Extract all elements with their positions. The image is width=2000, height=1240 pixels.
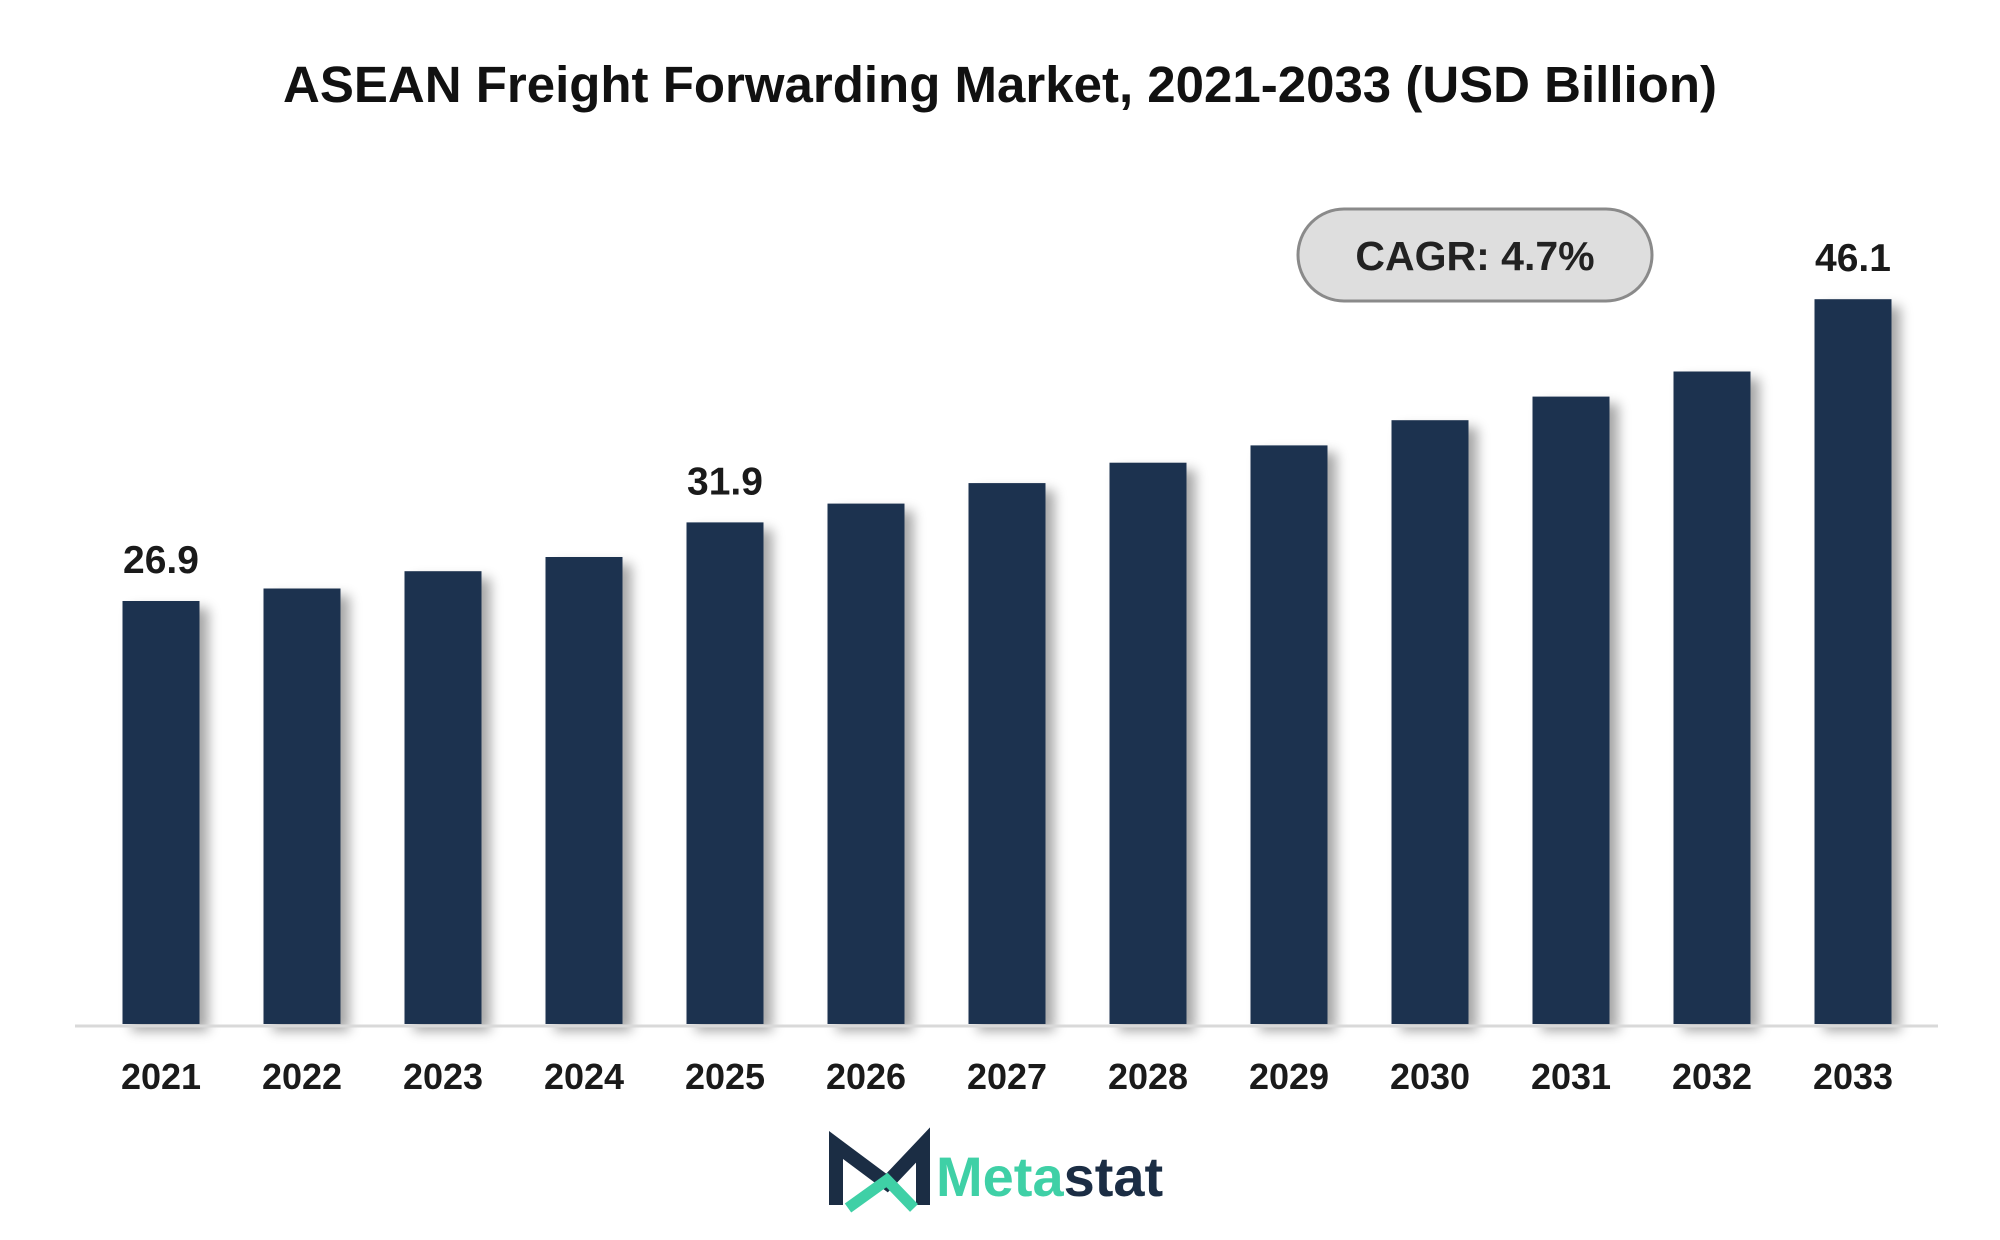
x-tick-label-2022: 2022 xyxy=(262,1056,342,1097)
logo-wordmark-meta: Meta xyxy=(936,1145,1064,1208)
x-tick-label-2025: 2025 xyxy=(685,1056,765,1097)
logo-wordmark-stat: stat xyxy=(1064,1145,1164,1208)
bar-2023 xyxy=(404,571,482,1024)
x-tick-label-2027: 2027 xyxy=(967,1056,1047,1097)
cagr-badge: CAGR: 4.7% xyxy=(1296,207,1654,303)
x-tick-label-2031: 2031 xyxy=(1531,1056,1611,1097)
x-axis-ticks: 2021 2022 2023 2024 2025 2026 2027 2028 2029 2030… xyxy=(121,1056,1893,1097)
x-tick-label-2030: 2030 xyxy=(1390,1056,1470,1097)
cagr-label: CAGR: 4.7% xyxy=(1355,233,1594,279)
logo-wordmark: Metastat xyxy=(936,1145,1163,1208)
x-tick-label-2033: 2033 xyxy=(1813,1056,1893,1097)
data-labels: 26.9 31.9 46.1 xyxy=(123,237,1891,582)
bar-2031 xyxy=(1532,396,1610,1025)
bar-2021 xyxy=(122,601,200,1024)
bar-2025 xyxy=(686,522,764,1024)
x-tick-label-2029: 2029 xyxy=(1249,1056,1329,1097)
cagr-badge-background xyxy=(1296,207,1654,303)
data-label-2025: 31.9 xyxy=(687,460,763,503)
bar-2022 xyxy=(263,588,341,1024)
x-tick-label-2024: 2024 xyxy=(544,1056,624,1097)
bar-2024 xyxy=(545,557,623,1024)
data-label-2033: 46.1 xyxy=(1815,237,1891,280)
x-tick-label-2032: 2032 xyxy=(1672,1056,1752,1097)
bars-layer xyxy=(122,299,1892,1025)
chart-title: ASEAN Freight Forwarding Market, 2021-20… xyxy=(283,56,1717,113)
x-tick-label-2028: 2028 xyxy=(1108,1056,1188,1097)
bar-2029 xyxy=(1250,445,1328,1024)
data-label-2021: 26.9 xyxy=(123,539,199,582)
bar-2027 xyxy=(968,483,1046,1025)
x-tick-label-2023: 2023 xyxy=(403,1056,483,1097)
metastat-m-logo-icon xyxy=(829,1127,930,1213)
bar-2033 xyxy=(1814,299,1892,1024)
bar-2026 xyxy=(827,503,905,1025)
bar-2030 xyxy=(1391,420,1469,1024)
bar-2032 xyxy=(1673,371,1751,1024)
bar-2028 xyxy=(1109,462,1187,1024)
metastat-logo: Metastat xyxy=(829,1127,1163,1213)
x-tick-label-2021: 2021 xyxy=(121,1056,201,1097)
x-tick-label-2026: 2026 xyxy=(826,1056,906,1097)
